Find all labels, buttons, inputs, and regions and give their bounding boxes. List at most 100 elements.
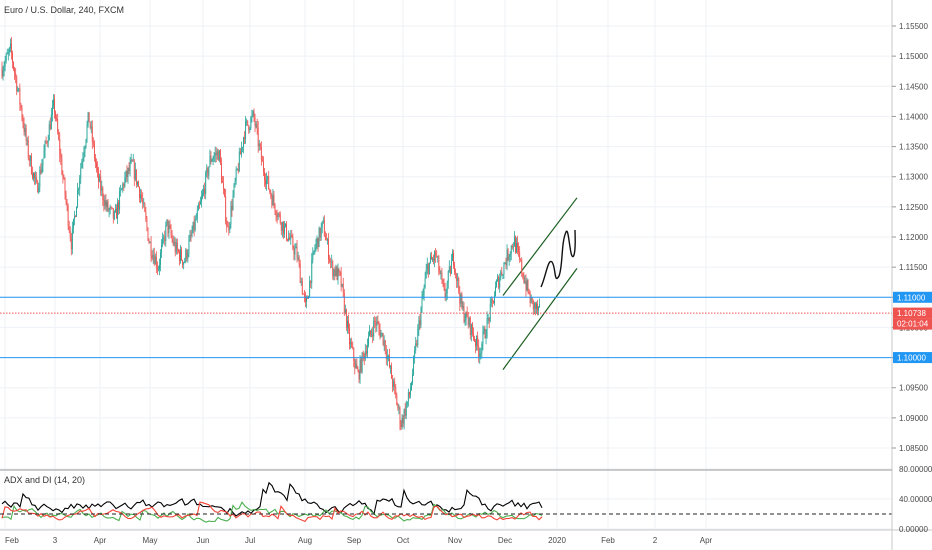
candle-body xyxy=(353,348,355,362)
candle-body xyxy=(260,146,262,161)
candle-body xyxy=(179,251,180,261)
candle-body xyxy=(120,189,122,192)
candle-body xyxy=(400,424,402,428)
candle-body xyxy=(427,263,429,274)
candle-body xyxy=(347,320,348,328)
candle-body xyxy=(8,47,10,52)
candle-body xyxy=(107,201,109,211)
candle-body xyxy=(242,147,243,149)
candle-body xyxy=(187,253,189,259)
candle-body xyxy=(395,387,397,395)
time-tick-label: Dec xyxy=(498,536,512,545)
candle-body xyxy=(103,200,105,206)
candle-body xyxy=(154,256,156,265)
candle-body xyxy=(3,66,5,71)
candle-body xyxy=(176,242,178,250)
candle-body xyxy=(476,336,478,347)
candle-body xyxy=(270,191,272,197)
candle-body xyxy=(337,268,339,280)
candle-body xyxy=(181,249,182,260)
candle-body xyxy=(27,139,29,158)
candle-body xyxy=(23,123,25,133)
candle-body xyxy=(60,154,62,159)
indicator-pane xyxy=(0,481,892,523)
candle-body xyxy=(200,201,201,205)
candle-body xyxy=(193,221,195,230)
candle-body xyxy=(246,120,248,122)
candle-body xyxy=(222,181,223,183)
candle-body xyxy=(442,279,444,284)
candle-body xyxy=(75,216,76,217)
candle-body xyxy=(286,223,287,239)
candle-body xyxy=(210,155,212,162)
candle-body xyxy=(402,417,404,424)
time-tick-label: Feb xyxy=(5,536,19,545)
candle-body xyxy=(212,158,214,161)
candle-body xyxy=(348,320,349,329)
candle-body xyxy=(527,280,529,293)
countdown-label: 02:01:04 xyxy=(897,320,929,329)
candle-body xyxy=(20,104,22,108)
candle-body xyxy=(170,227,172,236)
candle-body xyxy=(330,260,332,262)
candle-body xyxy=(299,263,301,284)
candle-body xyxy=(392,378,394,387)
candle-body xyxy=(441,272,443,280)
candle-body xyxy=(116,208,117,219)
candle-body xyxy=(477,336,479,347)
candle-body xyxy=(393,381,395,387)
candle-body xyxy=(38,187,40,193)
candle-body xyxy=(149,242,151,243)
candle-body xyxy=(380,333,382,338)
candle-body xyxy=(64,178,66,195)
indicator-tick-label: 80.00000 xyxy=(899,465,932,474)
indicator-line xyxy=(1,481,543,517)
candle-body xyxy=(432,258,433,260)
candle-body xyxy=(329,259,331,261)
candle-body xyxy=(221,163,222,182)
candle-body xyxy=(2,70,4,77)
candle-body xyxy=(454,264,455,272)
candle-body xyxy=(217,151,219,161)
candle-body xyxy=(213,155,215,159)
candle-body xyxy=(518,247,520,252)
candle-body xyxy=(28,157,30,161)
price-tag xyxy=(893,307,932,319)
candle-body xyxy=(218,150,220,161)
candle-body xyxy=(364,351,366,359)
candle-body xyxy=(59,139,61,155)
candle-body xyxy=(15,73,17,77)
candle-body xyxy=(321,221,323,228)
price-tick-label: 1.09000 xyxy=(899,414,928,423)
candle-body xyxy=(341,283,343,287)
candle-body xyxy=(479,353,481,358)
candle-body xyxy=(25,128,27,141)
candle-body xyxy=(419,320,421,326)
candle-body xyxy=(197,204,199,211)
candle-body xyxy=(443,283,445,289)
candle-body xyxy=(101,187,103,191)
candle-body xyxy=(183,262,185,265)
candle-body xyxy=(36,177,38,182)
candle-body xyxy=(455,271,457,274)
candle-body xyxy=(350,341,352,345)
price-tag-label: 1.10738 xyxy=(897,309,926,318)
candle-body xyxy=(191,232,193,236)
candle-body xyxy=(216,151,218,156)
candle-body xyxy=(497,277,499,281)
candle-body xyxy=(390,366,391,367)
candle-body xyxy=(102,187,104,201)
indicator-line xyxy=(1,501,543,523)
candle-body xyxy=(276,216,278,218)
candle-body xyxy=(345,309,347,328)
candle-body xyxy=(253,111,255,118)
candle-body xyxy=(79,178,81,189)
candle-body xyxy=(462,306,464,309)
indicator-tick-label: 40.00000 xyxy=(899,495,932,504)
candle-body xyxy=(16,76,18,92)
candle-body xyxy=(248,125,250,131)
candle-body xyxy=(86,124,88,140)
candle-body xyxy=(119,191,121,210)
candle-body xyxy=(447,271,449,283)
candle-body xyxy=(265,180,266,185)
